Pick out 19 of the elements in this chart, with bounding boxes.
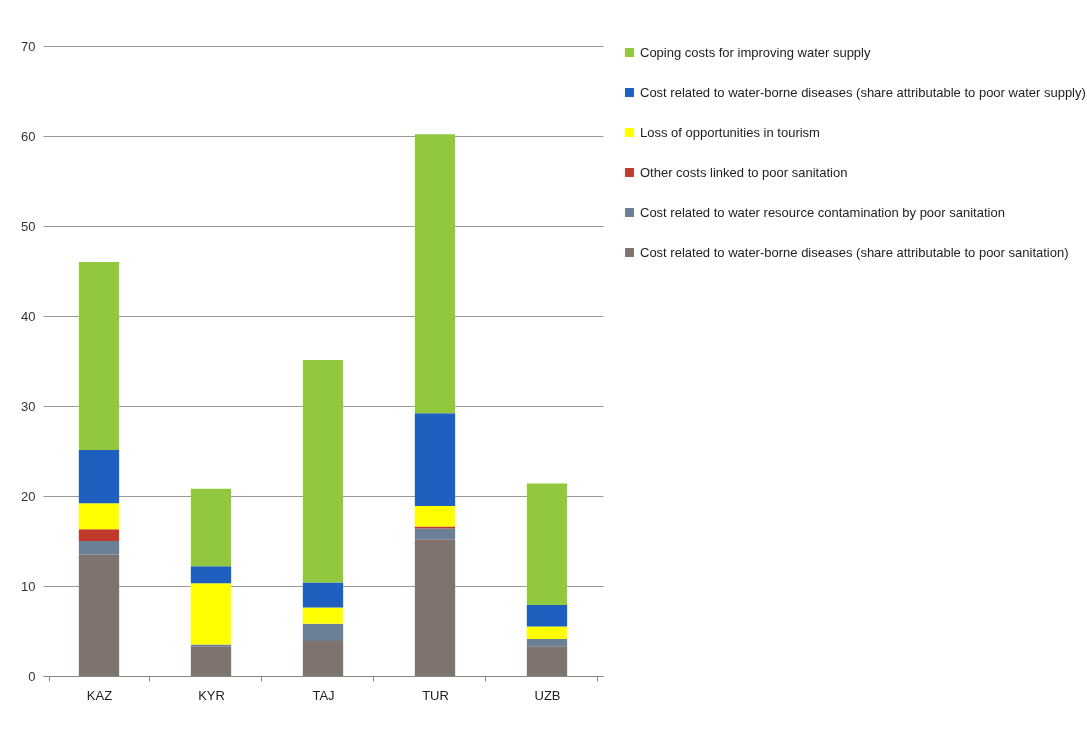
legend-label: Cost related to water-borne diseases (share attributable to poor sanitation) <box>640 244 1069 260</box>
x-tick-label: KYR <box>198 687 225 703</box>
y-tick-label: 50 <box>21 218 36 234</box>
y-tick-label: 20 <box>21 488 36 504</box>
y-tick-label: 60 <box>21 128 36 144</box>
y-tick-label: 70 <box>21 38 36 54</box>
x-tick-label: KAZ <box>86 687 113 703</box>
x-tick-label: TAJ <box>312 687 335 703</box>
y-tick-label: 0 <box>28 668 36 684</box>
legend-label: Other costs linked to poor sanitation <box>640 164 848 180</box>
y-tick-label: 30 <box>21 398 36 414</box>
legend-label: Cost related to water-borne diseases (share attributable to poor water supply) <box>640 84 1086 100</box>
y-tick-label: 40 <box>21 308 36 324</box>
y-tick-label: 10 <box>21 578 36 594</box>
x-tick-label: UZB <box>534 687 561 703</box>
legend-label: Cost related to water resource contamination by poor sanitation <box>640 204 1005 220</box>
legend-label: Coping costs for improving water supply <box>640 44 871 60</box>
x-tick-label: TUR <box>422 687 449 703</box>
legend-label: Loss of opportunities in tourism <box>640 124 820 140</box>
